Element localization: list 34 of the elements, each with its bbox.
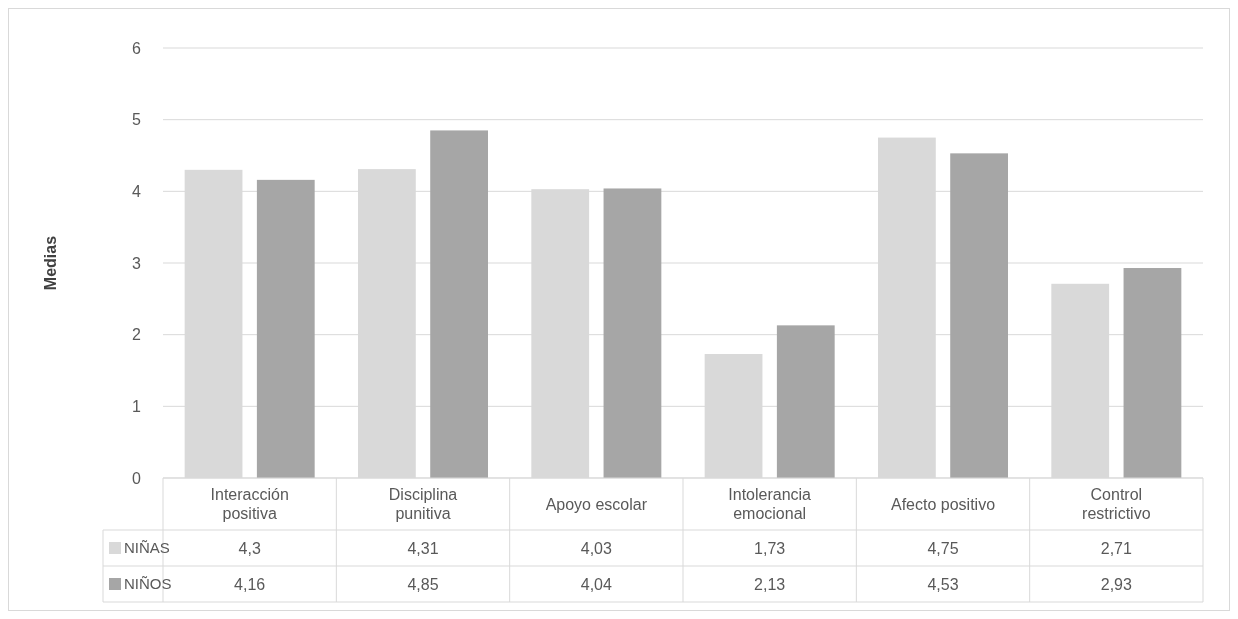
y-tick-label: 5 — [132, 111, 142, 129]
x-tick-label: Interacción positiva — [210, 486, 289, 523]
data-label: 2,13 — [754, 575, 786, 593]
y-tick-label: 6 — [132, 39, 142, 57]
data-label: 4,31 — [407, 539, 439, 557]
data-label: 4,75 — [927, 539, 959, 557]
bar — [603, 188, 662, 478]
data-label: 2,71 — [1100, 539, 1133, 557]
bar — [256, 179, 315, 478]
bar — [950, 153, 1008, 478]
y-tick-label: 3 — [132, 254, 142, 272]
x-tick-label: Intolerancia emocional — [728, 486, 812, 523]
data-label: 2,93 — [1100, 575, 1133, 593]
bar — [1123, 268, 1182, 478]
x-tick-label: Apoyo escolar — [545, 495, 648, 513]
bar — [430, 130, 488, 478]
x-tick-label: Afecto positivo — [890, 495, 996, 513]
y-tick-label: 1 — [132, 397, 142, 415]
y-axis-title: Medias — [42, 235, 59, 291]
data-label: 4,85 — [407, 575, 439, 593]
legend-label: NIÑOS — [124, 575, 172, 593]
bar — [776, 325, 835, 478]
data-label: 4,53 — [927, 575, 959, 593]
legend-label: NIÑAS — [124, 539, 170, 557]
data-label: 4,03 — [580, 539, 613, 557]
y-tick-label: 2 — [132, 326, 142, 344]
data-label: 1,73 — [754, 539, 786, 557]
y-tick-label: 4 — [132, 182, 142, 200]
data-label: 4,04 — [580, 575, 613, 593]
data-label: 4,16 — [234, 575, 266, 593]
x-tick-label: Control restrictivo — [1082, 486, 1151, 523]
y-tick-label: 0 — [132, 469, 142, 487]
data-label: 4,3 — [238, 539, 261, 557]
x-tick-label: Disciplina punitiva — [388, 486, 458, 523]
